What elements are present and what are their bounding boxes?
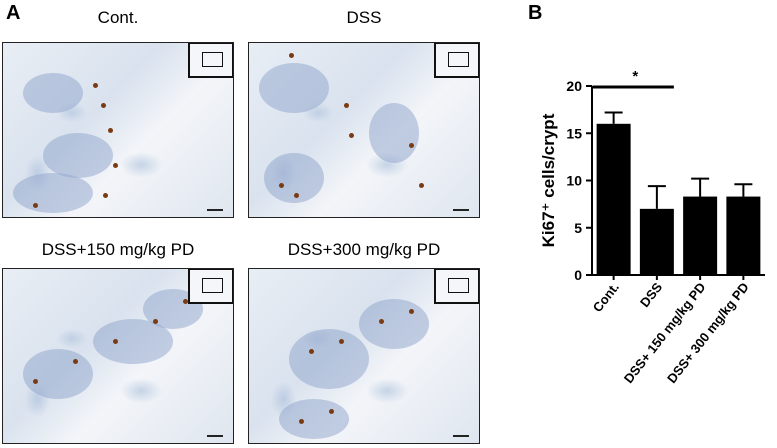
y-tick-label: 0	[574, 267, 582, 283]
inset-overview	[188, 269, 233, 304]
inset-overview	[188, 43, 233, 78]
panel-a-letter: A	[6, 2, 21, 24]
x-tick-label: DSS+ 300 mg/kg PD	[664, 280, 752, 386]
image-title-dss: DSS	[346, 8, 382, 27]
y-tick-label: 15	[566, 125, 582, 141]
significance-star: *	[632, 68, 638, 85]
scale-bar	[453, 435, 469, 437]
micrograph-dss-300	[248, 268, 480, 444]
x-tick-label: DSS	[637, 279, 665, 310]
bar	[683, 196, 718, 275]
scale-bar	[207, 435, 223, 437]
y-axis-label: Ki67⁺ cells/crypt	[539, 113, 558, 247]
y-tick-label: 20	[566, 78, 582, 94]
micrograph-dss	[248, 42, 480, 218]
scale-bar	[207, 209, 223, 211]
x-tick-label: Cont.	[590, 280, 622, 315]
image-title-cont: Cont.	[97, 8, 139, 27]
y-tick-label: 10	[566, 173, 582, 189]
image-title-dss-150: DSS+150 mg/kg PD	[41, 240, 195, 259]
inset-overview	[434, 43, 479, 78]
bar	[639, 208, 674, 275]
bar	[726, 196, 761, 275]
inset-overview	[434, 269, 479, 304]
micrograph-cont	[2, 42, 234, 218]
bar	[596, 123, 631, 275]
x-tick-label: DSS+ 150 mg/kg PD	[621, 280, 709, 386]
micrograph-dss-150	[2, 268, 234, 444]
image-title-dss-300: DSS+300 mg/kg PD	[287, 240, 441, 259]
y-tick-label: 5	[574, 220, 582, 236]
panel-b-letter: B	[528, 2, 543, 24]
scale-bar	[453, 209, 469, 211]
